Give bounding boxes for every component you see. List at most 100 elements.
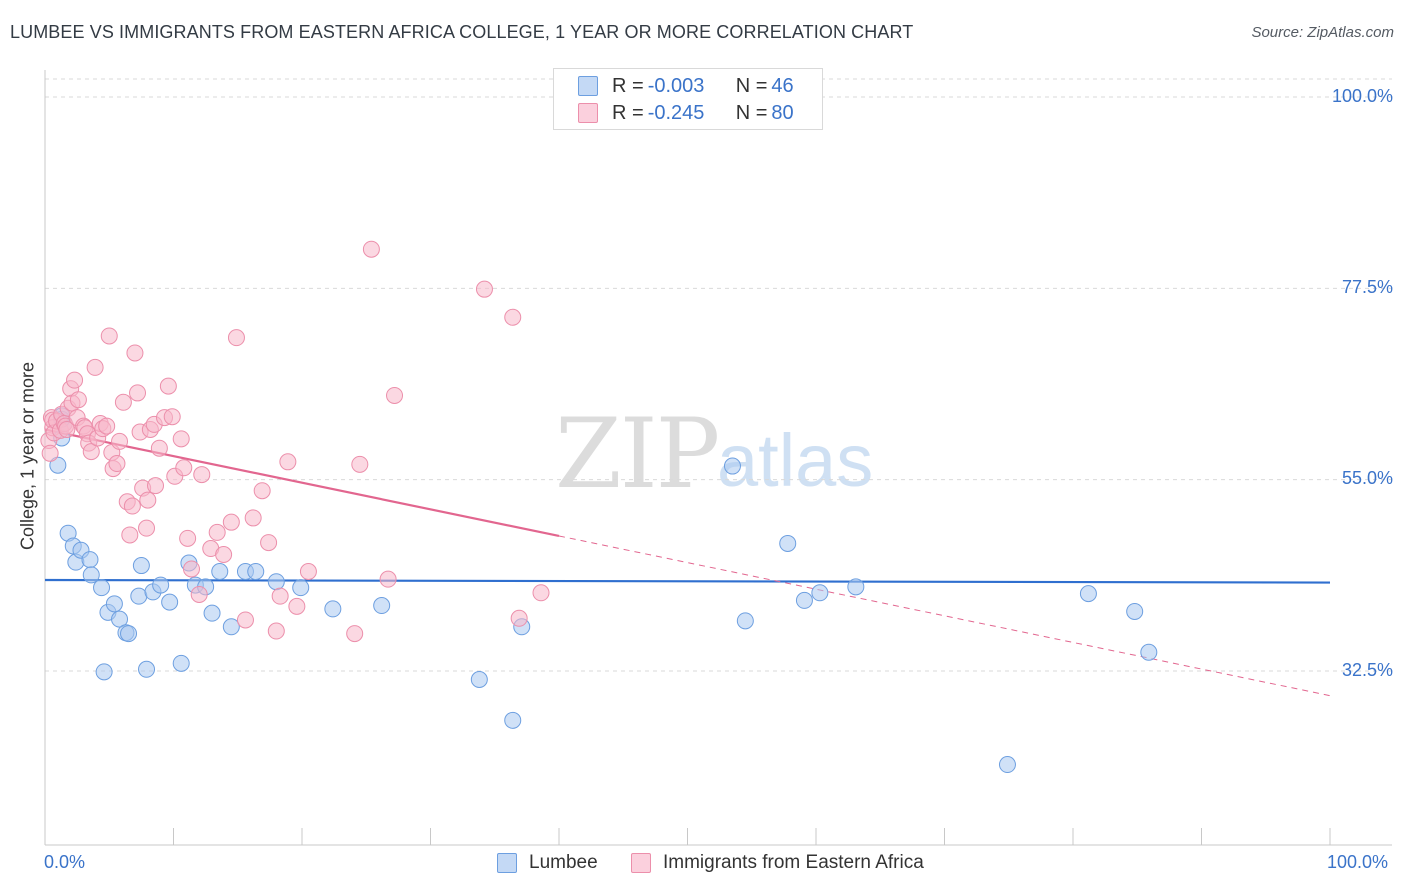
eastern-africa-point <box>139 491 157 509</box>
eastern-africa-point <box>138 519 156 537</box>
eastern-africa-point <box>182 560 200 578</box>
legend-item-eastern-africa: Immigrants from Eastern Africa <box>631 852 924 874</box>
eastern-africa-point <box>236 611 254 629</box>
legend-label-eastern-africa: Immigrants from Eastern Africa <box>663 852 924 873</box>
eastern-africa-point <box>362 240 380 258</box>
chart-title: LUMBEE VS IMMIGRANTS FROM EASTERN AFRICA… <box>10 22 914 42</box>
eastern-africa-point <box>279 453 297 471</box>
series-legend: Lumbee Immigrants from Eastern Africa <box>0 852 1406 878</box>
y-axis-label: College, 1 year or more <box>17 361 38 551</box>
eastern-africa-point <box>288 597 306 615</box>
eastern-africa-point <box>100 327 118 345</box>
lumbee-point <box>120 625 138 643</box>
eastern-africa-point <box>121 526 139 544</box>
eastern-africa-point <box>386 386 404 404</box>
eastern-africa-point <box>351 455 369 473</box>
lumbee-point <box>95 663 113 681</box>
eastern-africa-point <box>193 466 211 484</box>
lumbee-point <box>152 576 170 594</box>
eastern-africa-point <box>98 417 116 435</box>
eastern-africa-swatch <box>578 103 598 123</box>
eastern-africa-point <box>86 358 104 376</box>
eastern-africa-point <box>227 329 245 347</box>
lumbee-point <box>267 573 285 591</box>
lumbee-point <box>292 579 310 597</box>
lumbee-point <box>81 551 99 569</box>
legend-n-label: N = <box>735 101 768 124</box>
eastern-africa-point <box>82 443 100 461</box>
lumbee-point <box>811 584 829 602</box>
eastern-africa-point <box>208 523 226 541</box>
lumbee-point <box>172 654 190 672</box>
eastern-africa-trend-line <box>44 428 560 538</box>
eastern-africa-point <box>475 280 493 298</box>
eastern-africa-point <box>504 308 522 326</box>
legend-r-label: R = <box>612 74 644 97</box>
lumbee-point <box>49 456 67 474</box>
eastern-africa-point <box>172 430 190 448</box>
correlation-legend: R = -0.003 N = 46 R = -0.245 N = 80 <box>553 68 823 130</box>
eastern-africa-point <box>66 371 84 389</box>
eastern-africa-point <box>108 455 126 473</box>
legend-n-value: 80 <box>771 101 794 124</box>
data-points <box>40 240 1158 774</box>
lumbee-swatch <box>578 76 598 96</box>
lumbee-point <box>998 756 1016 774</box>
y-tick-32-5: 32.5% <box>1341 660 1393 680</box>
y-tick-77-5: 77.5% <box>1341 277 1393 297</box>
eastern-africa-point <box>510 609 528 627</box>
eastern-africa-point <box>58 420 76 438</box>
eastern-africa-point <box>346 625 364 643</box>
lumbee-legend-swatch <box>497 853 517 873</box>
lumbee-point <box>132 557 150 575</box>
y-tick-100: 100.0% <box>1331 86 1393 106</box>
lumbee-point <box>470 671 488 689</box>
eastern-africa-point <box>222 513 240 531</box>
lumbee-point <box>105 595 123 613</box>
source-label: Source: ZipAtlas.com <box>1251 24 1394 41</box>
eastern-africa-point <box>111 432 129 450</box>
eastern-africa-point <box>123 497 141 515</box>
legend-r-label: R = <box>612 101 644 124</box>
lumbee-point <box>247 563 265 581</box>
y-tick-55: 55.0% <box>1341 468 1393 488</box>
eastern-africa-point <box>159 377 177 395</box>
lumbee-point <box>847 578 865 596</box>
eastern-africa-legend-swatch <box>631 853 651 873</box>
eastern-africa-point <box>69 391 87 409</box>
eastern-africa-point <box>175 459 193 477</box>
eastern-africa-point <box>150 439 168 457</box>
legend-r-value: -0.003 <box>647 74 705 97</box>
legend-row-lumbee: R = -0.003 N = 46 <box>578 73 794 99</box>
eastern-africa-point <box>126 344 144 362</box>
watermark-zip: ZIP <box>555 398 720 510</box>
eastern-africa-point <box>267 622 285 640</box>
lumbee-point <box>779 534 797 552</box>
eastern-africa-point <box>190 585 208 603</box>
lumbee-point <box>130 587 148 605</box>
eastern-africa-point <box>215 545 233 563</box>
x-tick-100: 100.0% <box>1327 852 1389 872</box>
eastern-africa-point <box>532 584 550 602</box>
lumbee-point <box>82 566 100 584</box>
eastern-africa-point <box>114 393 132 411</box>
eastern-africa-point <box>271 587 289 605</box>
legend-row-eastern-africa: R = -0.245 N = 80 <box>578 100 794 126</box>
legend-r-value: -0.245 <box>647 101 705 124</box>
lumbee-point <box>93 579 111 597</box>
lumbee-point <box>324 600 342 618</box>
eastern-africa-point <box>163 408 181 426</box>
axes <box>44 70 1392 846</box>
eastern-africa-point <box>244 509 262 527</box>
lumbee-trend-line <box>44 578 1331 584</box>
lumbee-point <box>211 563 229 581</box>
lumbee-point <box>504 711 522 729</box>
legend-label-lumbee: Lumbee <box>529 852 598 873</box>
eastern-africa-point <box>253 482 271 500</box>
lumbee-point <box>138 660 156 678</box>
legend-item-lumbee: Lumbee <box>497 852 598 874</box>
lumbee-point <box>1140 643 1158 661</box>
trend-lines <box>44 428 1331 697</box>
eastern-africa-point <box>179 529 197 547</box>
